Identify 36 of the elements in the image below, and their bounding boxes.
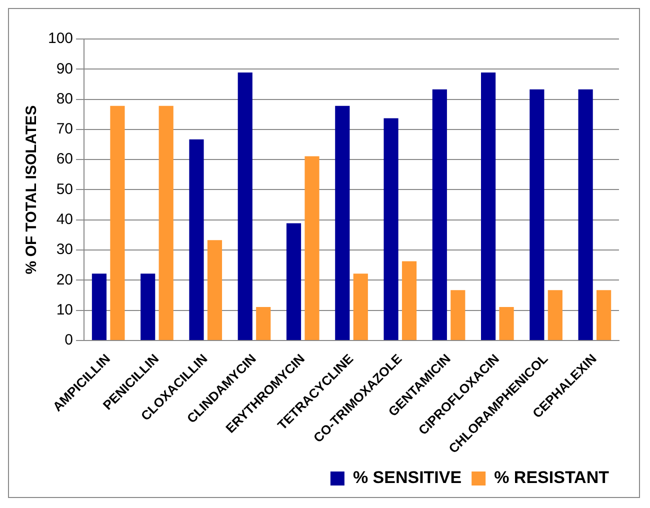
y-tick-label: 50 — [56, 180, 74, 198]
bar — [596, 290, 612, 340]
bar — [238, 72, 252, 340]
y-tick-label: 10 — [56, 301, 74, 318]
bar — [207, 240, 222, 340]
bar — [384, 118, 398, 340]
y-tick-label: 0 — [64, 332, 74, 349]
y-tick-label: 100 — [48, 30, 74, 48]
bar — [335, 106, 350, 340]
y-tick-label: 90 — [56, 60, 74, 78]
y-tick-label: 20 — [56, 271, 74, 288]
bar — [578, 89, 593, 340]
bar — [548, 290, 562, 340]
y-tick-label: 60 — [56, 150, 74, 168]
legend-label: % SENSITIVE — [352, 468, 462, 488]
bar — [158, 106, 174, 340]
y-tick-label: 40 — [56, 211, 74, 228]
y-tick-label: 70 — [56, 120, 74, 138]
bar — [402, 261, 417, 340]
bar — [499, 307, 514, 340]
bar — [530, 89, 544, 340]
bar — [450, 290, 466, 340]
bar — [286, 223, 302, 340]
bar — [432, 89, 447, 340]
bar — [189, 139, 204, 340]
y-axis-title: % OF TOTAL ISOLATES — [23, 105, 40, 274]
bar — [304, 156, 320, 340]
y-tick-label: 30 — [56, 241, 74, 258]
bar — [110, 106, 125, 340]
bar — [256, 307, 271, 340]
bar — [353, 274, 368, 340]
bar — [140, 274, 156, 340]
bar — [481, 72, 496, 340]
bar — [92, 274, 107, 340]
y-tick-label: 80 — [56, 90, 74, 108]
legend-label: % RESISTANT — [494, 468, 610, 488]
